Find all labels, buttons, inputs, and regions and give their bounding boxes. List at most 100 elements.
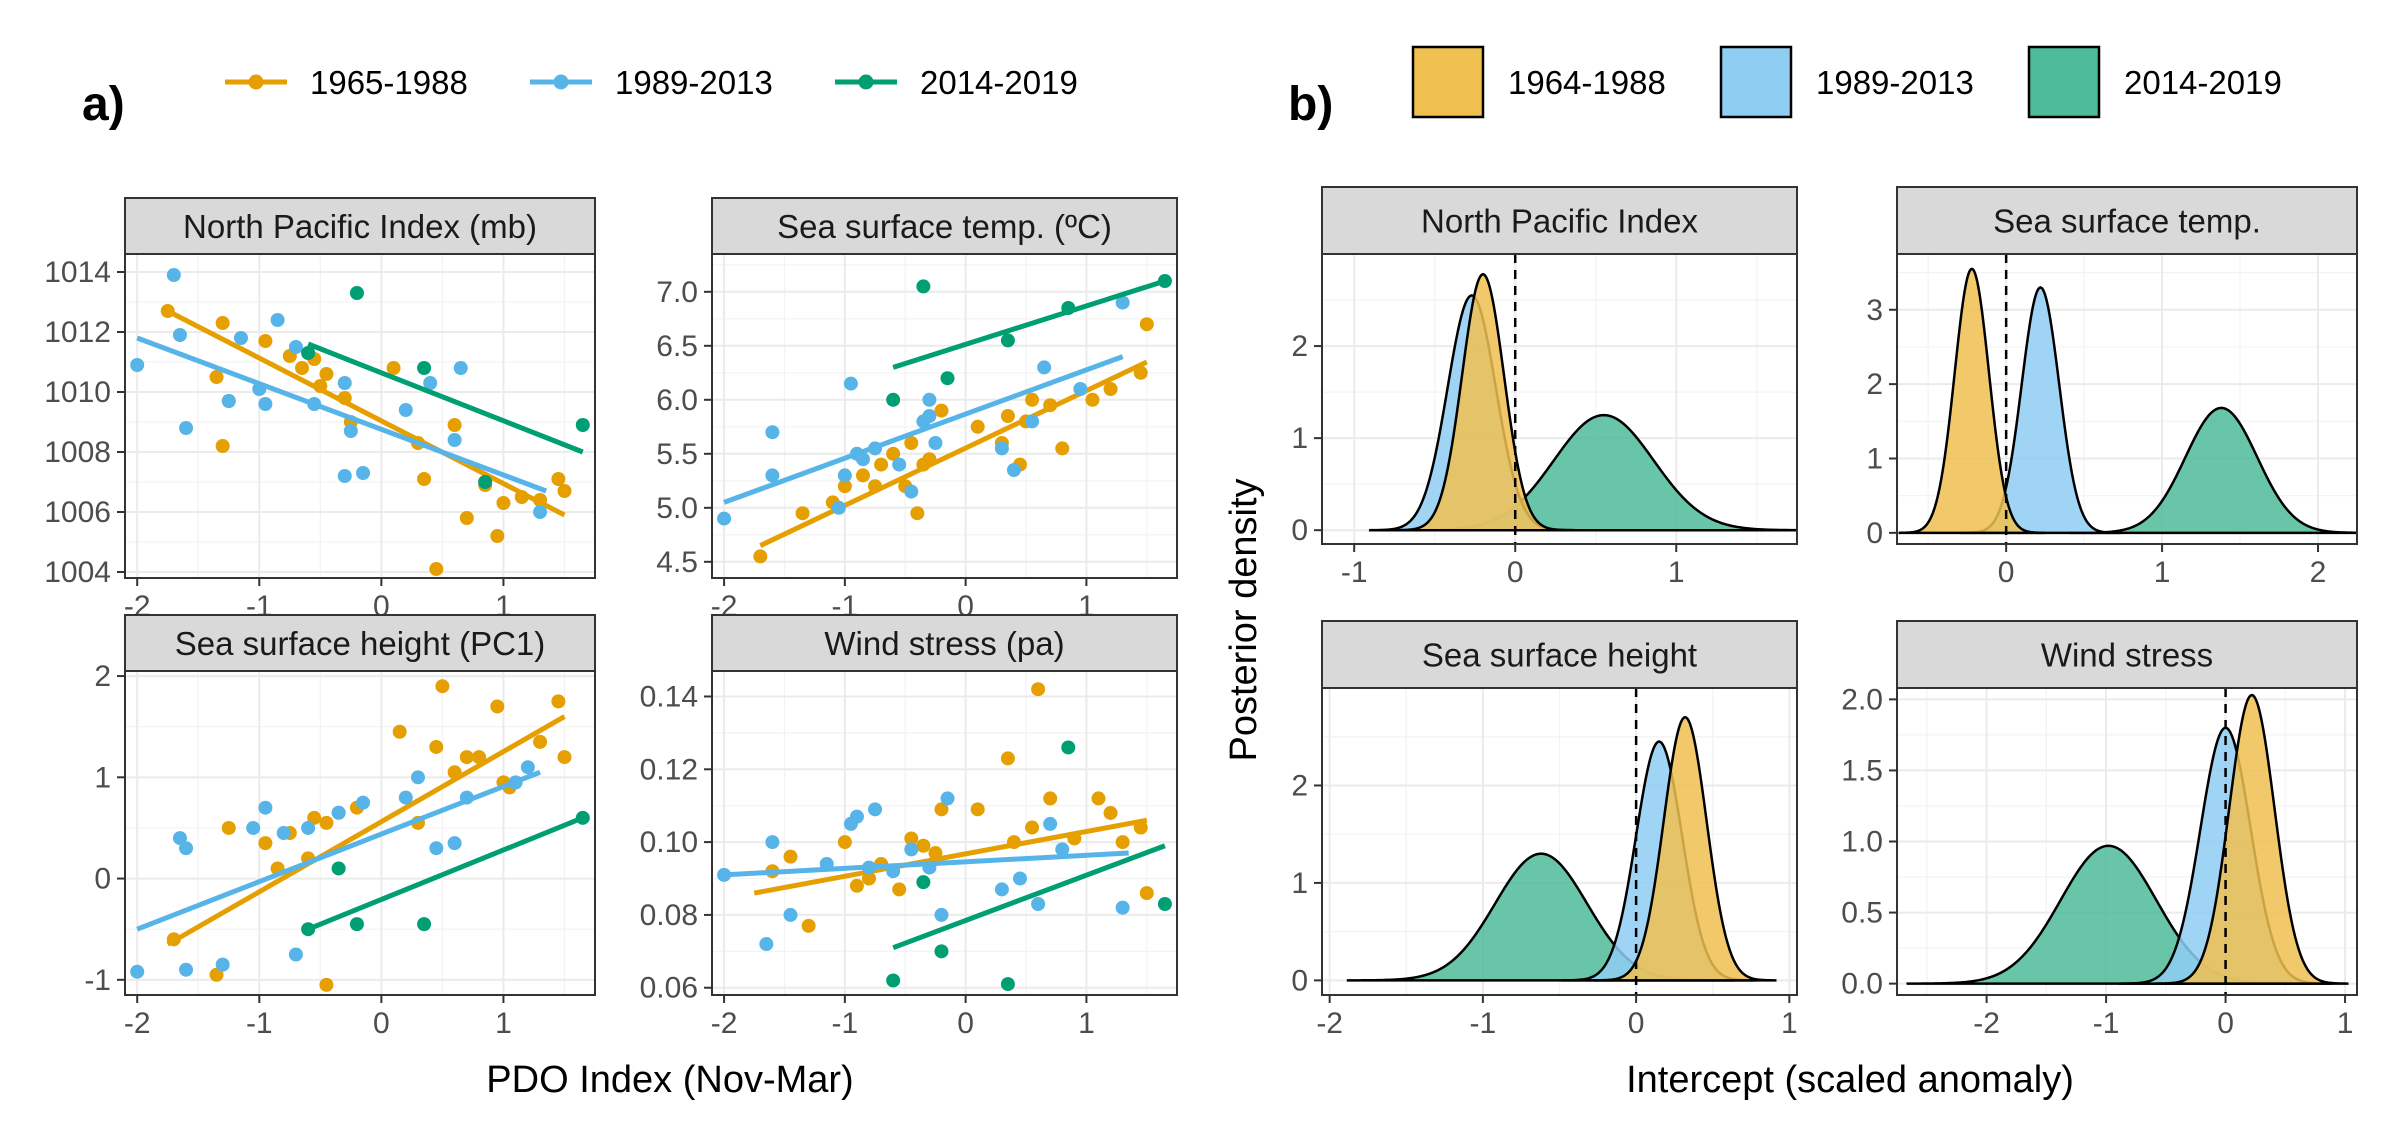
data-point (1157, 896, 1172, 911)
data-point (392, 724, 407, 739)
y-tick-label: 0 (94, 863, 111, 896)
legend-a-label: 2014-2019 (920, 64, 1078, 101)
y-tick-label: 6.5 (656, 330, 698, 363)
panel-ticks: -2 -1 0 1 0.06 0.08 0.10 0.12 0.14 (640, 680, 1095, 1040)
data-point (970, 802, 985, 817)
x-tick-label: 0 (1628, 1007, 1645, 1040)
y-tick-label: 2 (1291, 330, 1308, 363)
legend-b-key-swatch (1719, 45, 1793, 119)
panel-strip-title: Sea surface temp. (1993, 203, 2261, 240)
data-point (1073, 382, 1088, 396)
panel-border (1321, 253, 1798, 545)
panel-border (1321, 687, 1798, 996)
fit-line (166, 714, 566, 947)
data-point (837, 468, 852, 483)
y-tick-label: 2 (1291, 769, 1308, 802)
data-point (934, 907, 949, 922)
y-tick-label: 1.5 (1841, 754, 1883, 787)
data-point (417, 917, 432, 932)
panel-8: Wind stress -2 -1 0 1 0.0 0.5 1.0 1.5 2.0 (1841, 620, 2358, 1040)
data-point (892, 882, 907, 897)
y-tick-label: 1006 (44, 496, 111, 529)
data-point (843, 376, 858, 391)
fit-line (136, 769, 541, 932)
data-point (533, 734, 548, 749)
y-tick-label: 1004 (44, 556, 111, 589)
fit-line (753, 817, 1148, 896)
data-point (831, 500, 846, 515)
data-point (1031, 682, 1046, 697)
panel-strip (1896, 186, 2358, 255)
data-point (209, 967, 224, 982)
data-point (934, 944, 949, 959)
y-tick-label: 7.0 (656, 276, 698, 309)
data-point (801, 918, 816, 933)
data-point (934, 403, 949, 418)
y-tick-label: 0.14 (640, 680, 698, 713)
data-point (868, 802, 883, 817)
data-point (258, 334, 273, 348)
x-tick-label: -1 (1470, 1007, 1497, 1040)
data-point (130, 358, 145, 372)
data-point (288, 947, 303, 962)
data-point (1025, 392, 1040, 407)
panel-strip-title: Wind stress (2041, 637, 2213, 674)
data-point (1085, 392, 1100, 407)
x-tick-label: -2 (711, 1007, 738, 1040)
panel-1: North Pacific Index (mb)-2 -1 0 11004100610… (44, 197, 596, 623)
data-point (862, 871, 877, 886)
data-point (855, 468, 870, 483)
panel-3: Sea surface height (PC1) -2 -1 0 1 -1 0 1 2 (84, 614, 596, 1040)
x-tick-label: 0 (373, 1007, 390, 1040)
x-tick-label: -1 (1341, 556, 1368, 589)
data-point (886, 392, 901, 407)
data-point (179, 421, 194, 435)
data-point (1012, 871, 1027, 886)
fit-line (892, 843, 1166, 951)
data-point (886, 446, 901, 461)
legend-a-key-point (858, 74, 874, 90)
panel-strip-title: Sea surface temp. (ºC) (777, 208, 1112, 245)
data-point (1055, 842, 1070, 857)
density-curve (2069, 406, 2357, 535)
data-point (837, 835, 852, 850)
data-point (410, 770, 425, 785)
panel-body (130, 268, 590, 576)
density-curve (1393, 272, 1573, 532)
panel-grid (1322, 254, 1797, 544)
panel-body (130, 679, 590, 992)
data-point (398, 403, 413, 417)
b-xlabel: Intercept (scaled anomaly) (1626, 1059, 2074, 1101)
x-tick-label: -1 (832, 1007, 859, 1040)
data-point (398, 790, 413, 805)
legend-b-label: 1964-1988 (1508, 64, 1666, 101)
data-point (221, 394, 236, 408)
data-point (215, 957, 230, 972)
y-tick-label: 1010 (44, 376, 111, 409)
y-tick-label: 1012 (44, 316, 111, 349)
panel-strip-title: Sea surface height (PC1) (175, 625, 546, 662)
data-point (459, 511, 474, 525)
y-tick-label: 4.5 (656, 546, 698, 579)
data-point (795, 506, 810, 521)
data-point (1031, 896, 1046, 911)
a-xlabel: PDO Index (Nov-Mar) (486, 1059, 853, 1101)
data-point (849, 878, 864, 893)
data-point (759, 937, 774, 952)
y-tick-label: 0.5 (1841, 897, 1883, 930)
data-point (892, 457, 907, 472)
data-point (496, 496, 511, 510)
data-point (837, 479, 852, 494)
panel-body (1346, 688, 1777, 995)
x-tick-label: -2 (124, 1007, 151, 1040)
legend-b-key-swatch (2027, 45, 2101, 119)
data-point (970, 419, 985, 434)
legend-b: 1964-1988 1989-2013 2014-2019 (1411, 45, 2282, 119)
data-point (423, 376, 438, 390)
data-point (349, 917, 364, 932)
x-tick-label: -1 (246, 1007, 273, 1040)
data-point (783, 907, 798, 922)
x-tick-label: 0 (957, 1007, 974, 1040)
y-tick-label: 2.0 (1841, 683, 1883, 716)
